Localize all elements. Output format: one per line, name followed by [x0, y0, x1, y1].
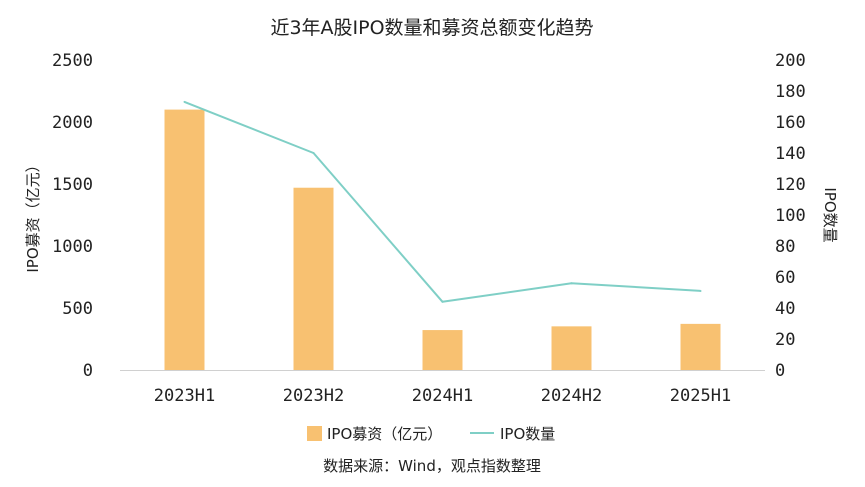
chart-title: 近3年A股IPO数量和募资总额变化趋势: [270, 17, 593, 39]
right-tick-label: 140: [775, 144, 806, 164]
right-tick-label: 0: [775, 361, 785, 381]
legend-bar-label: IPO募资（亿元）: [327, 425, 442, 443]
bar-2024H2: [551, 326, 592, 370]
right-tick-label: 20: [775, 330, 795, 350]
right-axis-title: IPO数量: [821, 187, 839, 242]
left-tick-label: 1000: [52, 237, 93, 257]
source-note: 数据来源：Wind，观点指数整理: [323, 457, 541, 475]
bar-series: [164, 109, 721, 370]
ipo-count-line: [184, 100, 701, 303]
left-tick-label: 2000: [52, 113, 93, 133]
left-axis-title: IPO募资（亿元）: [24, 157, 42, 272]
legend-bar-swatch: [307, 426, 322, 441]
right-tick-label: 80: [775, 237, 795, 257]
right-tick-label: 200: [775, 51, 806, 71]
x-axis-ticks: 2023H1 2023H2 2024H1 2024H2 2025H1: [154, 386, 731, 406]
right-tick-label: 100: [775, 206, 806, 226]
right-tick-label: 160: [775, 113, 806, 133]
ipo-count-point-2024H1: [441, 300, 444, 303]
right-axis-ticks: 0 20 40 60 80 100 120 140 160 180 200: [775, 51, 806, 381]
x-tick-label: 2023H1: [154, 386, 215, 406]
right-tick-label: 40: [775, 299, 795, 319]
left-axis-ticks: 0 500 1000 1500 2000 2500: [52, 51, 93, 381]
legend: IPO募资（亿元） IPO数量: [307, 425, 555, 443]
x-tick-label: 2023H2: [283, 386, 344, 406]
bar-2023H2: [293, 187, 334, 370]
bar-2025H1: [680, 323, 721, 370]
right-tick-label: 60: [775, 268, 795, 288]
left-tick-label: 2500: [52, 51, 93, 71]
ipo-count-point-2023H1: [183, 100, 186, 103]
right-tick-label: 180: [775, 82, 806, 102]
left-tick-label: 500: [62, 299, 93, 319]
ipo-count-point-2024H2: [570, 282, 573, 285]
x-tick-label: 2025H1: [670, 386, 731, 406]
left-tick-label: 0: [83, 361, 93, 381]
x-tick-label: 2024H2: [541, 386, 602, 406]
x-tick-label: 2024H1: [412, 386, 473, 406]
line-series: [183, 100, 702, 303]
bar-2024H1: [422, 330, 463, 370]
left-tick-label: 1500: [52, 175, 93, 195]
legend-line-label: IPO数量: [500, 425, 555, 443]
ipo-count-point-2025H1: [699, 289, 702, 292]
right-tick-label: 120: [775, 175, 806, 195]
bar-2023H1: [164, 109, 205, 370]
ipo-count-point-2023H2: [312, 152, 315, 154]
